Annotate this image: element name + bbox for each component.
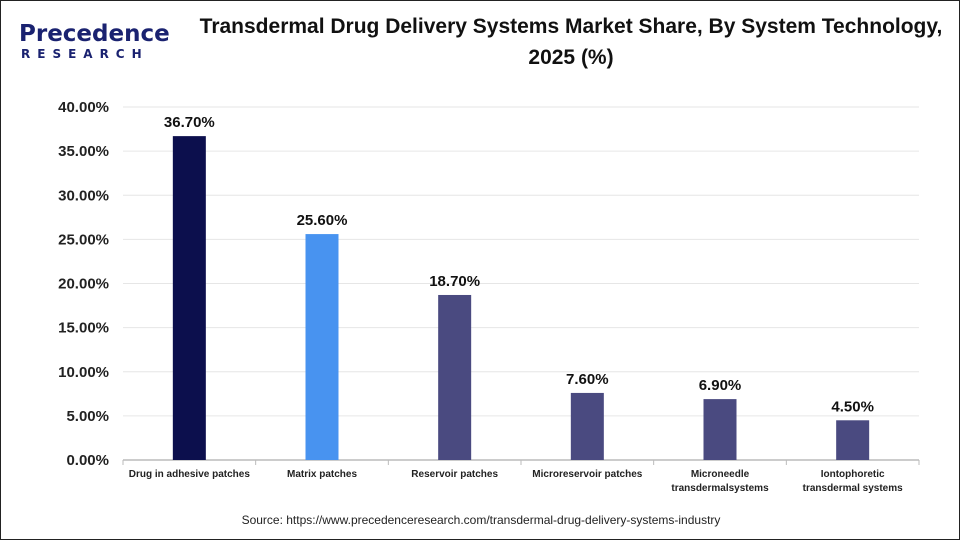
y-tick-label: 15.00% — [58, 320, 109, 337]
x-tick-label: transdermalsystems — [671, 483, 769, 494]
y-tick-label: 5.00% — [66, 408, 109, 425]
x-tick-label: Microneedle — [691, 469, 750, 480]
bar — [305, 234, 339, 460]
y-tick-label: 20.00% — [58, 276, 109, 293]
y-tick-label: 10.00% — [58, 364, 109, 381]
bar — [703, 399, 737, 460]
y-tick-label: 25.00% — [58, 231, 109, 248]
data-label: 4.50% — [831, 398, 874, 415]
data-label: 7.60% — [566, 371, 609, 388]
y-tick-label: 30.00% — [58, 187, 109, 204]
bar — [172, 136, 206, 460]
bar — [836, 420, 870, 460]
x-tick-label: Iontophoretic — [821, 469, 885, 480]
precedence-research-logo: Precedence RESEARCH — [17, 21, 170, 66]
data-label: 18.70% — [429, 273, 480, 290]
data-label: 25.60% — [297, 212, 348, 229]
y-tick-label: 35.00% — [58, 143, 109, 160]
logo-text-line1: Precedence — [19, 21, 170, 47]
x-tick-label: Microreservoir patches — [532, 469, 642, 480]
bar — [570, 392, 604, 460]
source-note: Source: https://www.precedenceresearch.c… — [241, 513, 721, 527]
x-tick-label: transdermal systems — [803, 483, 903, 494]
y-tick-label: 40.00% — [58, 99, 109, 116]
data-label: 36.70% — [164, 114, 215, 131]
logo-text-line2: RESEARCH — [21, 47, 149, 61]
data-label: 6.90% — [699, 377, 742, 394]
x-tick-label: Matrix patches — [287, 469, 357, 480]
bar — [438, 294, 472, 460]
x-tick-label: Drug in adhesive patches — [129, 469, 251, 480]
y-tick-label: 0.00% — [66, 452, 109, 469]
chart-title: Transdermal Drug Delivery Systems Market… — [199, 15, 943, 69]
x-tick-label: Reservoir patches — [411, 469, 498, 480]
